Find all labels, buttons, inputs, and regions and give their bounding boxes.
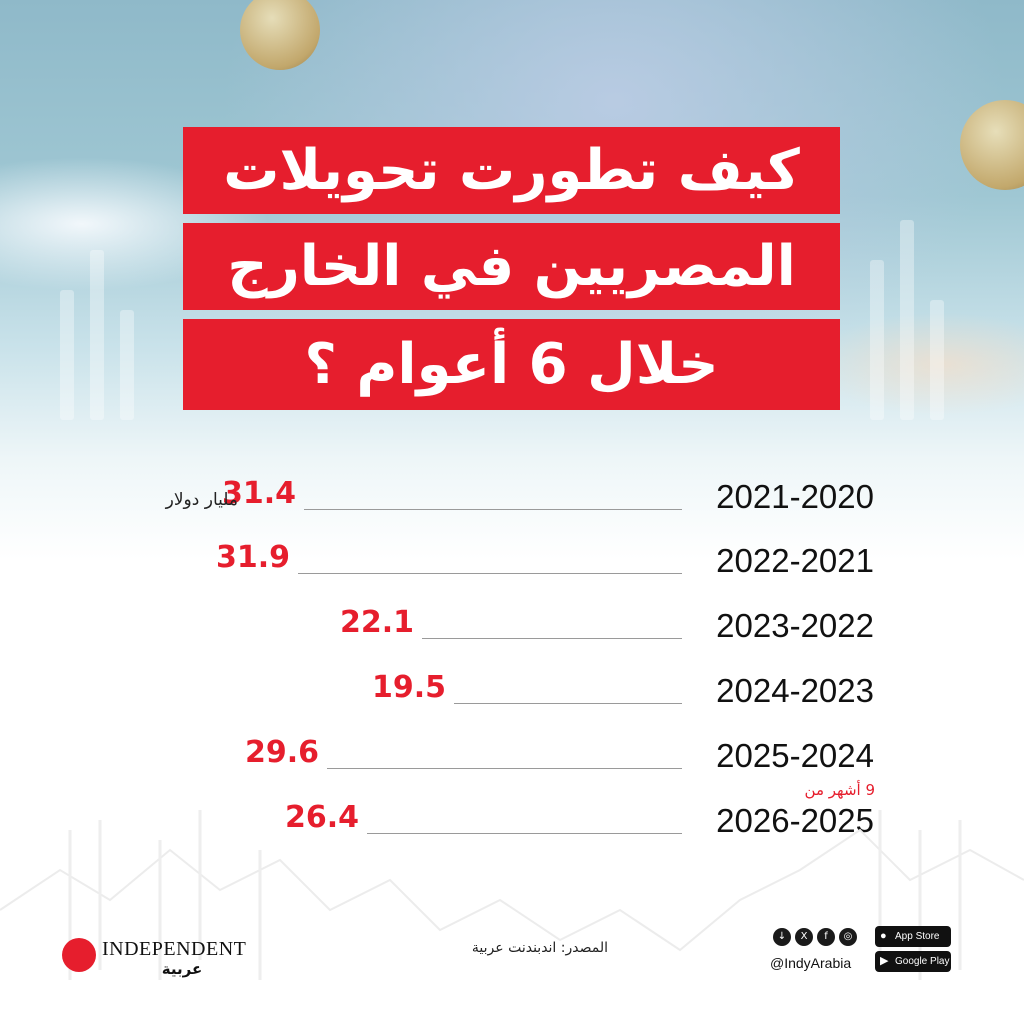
year-label: 2025-2024: [716, 737, 874, 774]
year-label: 2023-2022: [716, 607, 874, 644]
value-label: 31.9: [215, 540, 290, 575]
year-label: 2021-2020: [716, 478, 874, 515]
value-bar-line: [454, 703, 682, 704]
social-handle[interactable]: @IndyArabia: [770, 955, 852, 971]
play-icon: ▶: [880, 955, 889, 967]
eagle-logo-icon: [62, 938, 96, 972]
year-label: 2024-2023: [716, 672, 874, 709]
x-icon[interactable]: X: [795, 928, 813, 946]
title-line-3: خلال 6 أعوام ؟: [183, 319, 840, 410]
value-bar-line: [367, 833, 682, 834]
app-store-label: App Store: [895, 931, 940, 942]
value-bar-line: [327, 768, 682, 769]
value-label: 29.6: [244, 735, 319, 770]
decorative-background-chart: [0, 810, 1024, 980]
google-play-label: Google Play: [895, 956, 950, 967]
instagram-icon[interactable]: ◎: [839, 928, 857, 946]
logo-sub-text: عربية: [161, 960, 203, 978]
logo-brand-text: INDEPENDENT: [102, 938, 247, 960]
year-label: 2026-2025: [716, 802, 874, 839]
title-line-1: كيف تطورت تحويلات: [183, 127, 840, 214]
value-label: 22.1: [339, 605, 414, 640]
title-banner: كيف تطورت تحويلات المصريين في الخارج خلا…: [183, 127, 840, 410]
social-icons: ↓ X f ◎: [773, 928, 857, 948]
source-text: المصدر: اندبندنت عربية: [471, 940, 608, 956]
value-label: 19.5: [371, 670, 446, 705]
value-label: 26.4: [284, 800, 359, 835]
download-icon[interactable]: ↓: [773, 928, 791, 946]
facebook-icon[interactable]: f: [817, 928, 835, 946]
year-label: 2022-2021: [716, 542, 874, 579]
value-bar-line: [422, 638, 682, 639]
apple-icon: ●: [880, 930, 887, 942]
value-label: 31.4: [221, 476, 296, 511]
google-play-badge[interactable]: ▶ Google Play: [875, 951, 951, 972]
background-photo: [0, 0, 1024, 560]
app-store-badge[interactable]: ● App Store: [875, 926, 951, 947]
period-note: 9 أشهر من: [804, 781, 875, 799]
unit-label: مليار دولار: [165, 490, 238, 510]
value-bar-line: [304, 509, 682, 510]
independent-arabia-logo: INDEPENDENT عربية: [62, 936, 262, 982]
value-bar-line: [298, 573, 682, 574]
title-line-2: المصريين في الخارج: [183, 223, 840, 310]
